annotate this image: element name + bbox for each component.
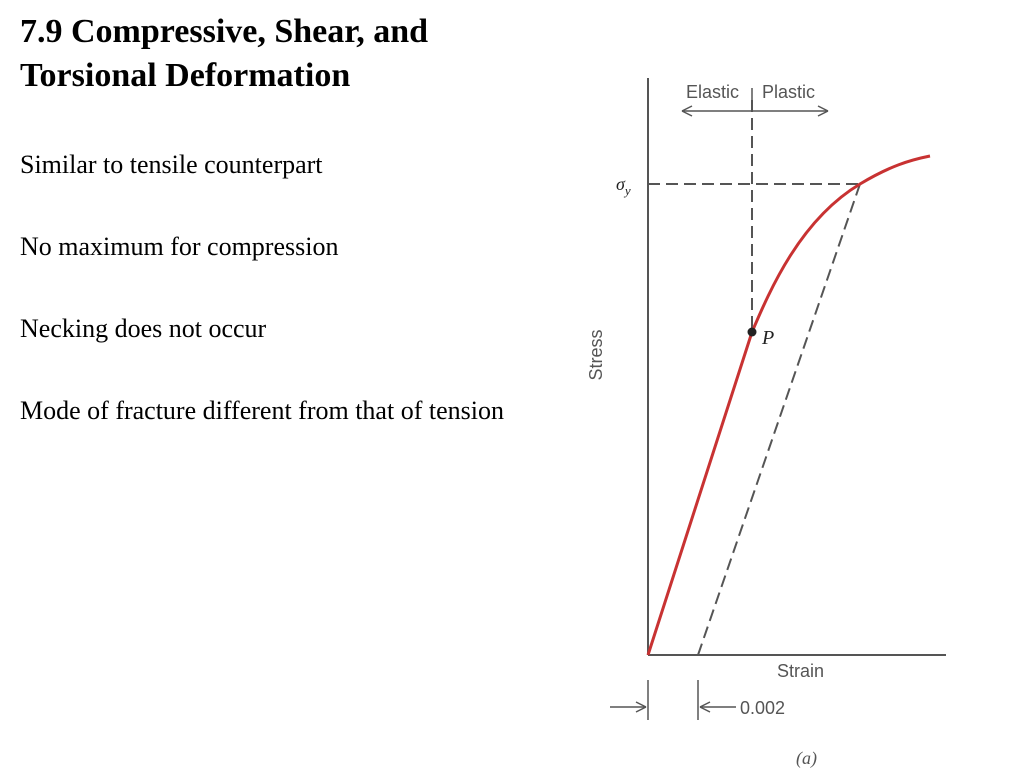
- stress-strain-figure: P Elastic Plastic σy Stress Strain 0.002…: [560, 60, 1000, 768]
- offset-dashed-line: [697, 183, 861, 656]
- yield-symbol: σ: [616, 174, 626, 194]
- bullet-list: Similar to tensile counterpart No maximu…: [20, 144, 580, 472]
- figure-caption: (a): [796, 748, 817, 768]
- yield-stress-label: σy: [616, 174, 631, 198]
- stress-strain-curve: [646, 154, 931, 656]
- stress-strain-diagram: P Elastic Plastic σy Stress Strain 0.002…: [586, 78, 946, 768]
- plastic-region-label: Plastic: [762, 82, 815, 102]
- proportional-limit-point: [747, 327, 757, 337]
- elastic-region-label: Elastic: [686, 82, 739, 102]
- offset-arrow-right-head: [699, 701, 711, 713]
- bullet-item: Similar to tensile counterpart: [20, 150, 323, 179]
- slide-title-line-2: Torsional Deformation: [20, 57, 351, 94]
- slide-title-line-1: 7.9 Compressive, Shear, and: [20, 13, 429, 50]
- point-label: P: [761, 327, 774, 349]
- slide-title: 7.9 Compressive, Shear, and Torsional De…: [20, 10, 580, 98]
- y-axis-label: Stress: [586, 329, 606, 380]
- bullet-item: Mode of fracture different from that of …: [20, 396, 504, 425]
- bullet-item: No maximum for compression: [20, 232, 339, 261]
- x-axis-label: Strain: [777, 661, 824, 681]
- yield-subscript: y: [623, 183, 631, 198]
- elastic-arrow-head-left: [681, 105, 693, 117]
- plastic-arrow-head-right: [817, 105, 829, 117]
- bullet-item: Necking does not occur: [20, 314, 267, 343]
- offset-arrow-left-head: [635, 701, 647, 713]
- offset-value-label: 0.002: [740, 698, 785, 718]
